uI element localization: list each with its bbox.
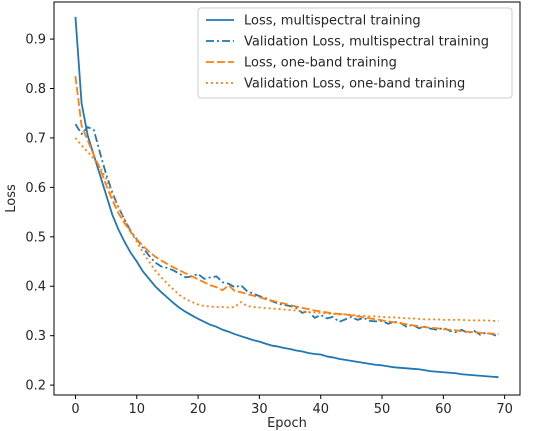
series-line-1 [74, 16, 499, 379]
y-axis: 0.2 0.3 0.4 0.5 0.6 0.7 0.8 0.9 [25, 33, 54, 394]
x-axis: 0 10 20 30 40 50 60 70 [71, 395, 513, 417]
y-tick-label: 0.8 [25, 82, 46, 97]
x-tick-label: 40 [312, 402, 329, 417]
legend-box [197, 7, 513, 99]
x-axis-label: Epoch [267, 416, 307, 431]
y-tick-label: 0.5 [25, 230, 46, 245]
plot-frame [53, 1, 521, 396]
series-line-4 [74, 137, 499, 322]
plot-lines [74, 16, 499, 379]
x-tick-label: 70 [496, 402, 513, 417]
legend-label: Loss, multispectral training [244, 14, 421, 29]
y-tick-label: 0.2 [25, 379, 46, 394]
series-line-2 [74, 123, 499, 338]
x-tick-label: 20 [190, 402, 207, 417]
y-tick-label: 0.7 [25, 131, 46, 146]
series-line-3 [74, 76, 499, 336]
y-tick-label: 0.9 [25, 33, 46, 48]
y-axis-label: Loss [4, 184, 19, 213]
legend-label: Loss, one-band training [244, 56, 397, 71]
x-tick-label: 50 [374, 402, 391, 417]
x-tick-label: 0 [71, 402, 79, 417]
x-tick-label: 60 [435, 402, 452, 417]
y-tick-label: 0.4 [25, 280, 46, 295]
x-tick-label: 10 [129, 402, 146, 417]
legend-label: Validation Loss, one-band training [244, 77, 465, 92]
legend-label: Validation Loss, multispectral training [244, 35, 489, 50]
legend: Loss, multispectral training Validation L… [197, 7, 513, 99]
x-tick-label: 30 [251, 402, 268, 417]
y-tick-label: 0.6 [25, 181, 46, 196]
y-tick-label: 0.3 [25, 329, 46, 344]
